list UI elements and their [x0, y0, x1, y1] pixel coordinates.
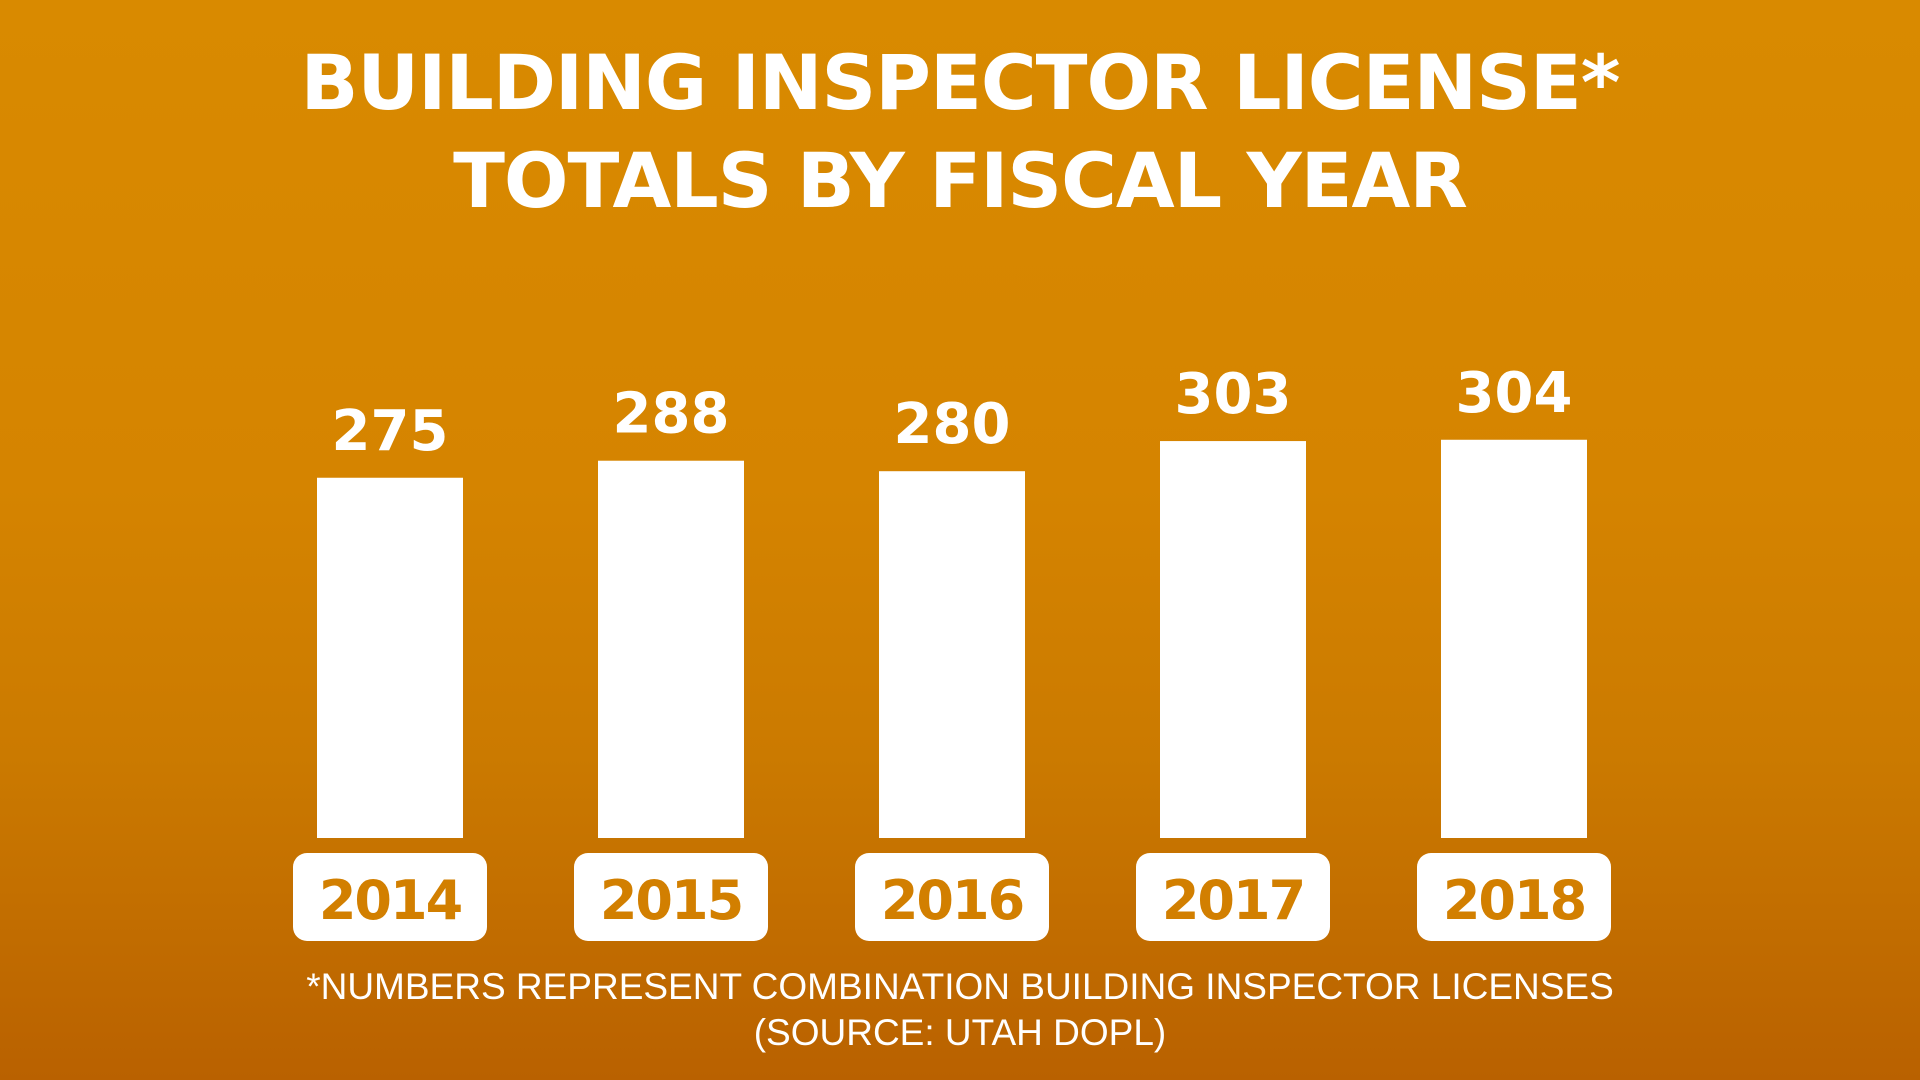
year-pill-2016: [855, 853, 1049, 941]
value-label-2014: 275: [332, 399, 449, 464]
tick-label-2016: 2016: [881, 869, 1023, 932]
chart-title: BUILDING INSPECTOR LICENSE*: [300, 38, 1621, 127]
bar-2014: [317, 477, 463, 838]
tick-label-2018: 2018: [1443, 869, 1585, 932]
tick-label-2015: 2015: [600, 869, 742, 932]
bar-2018: [1441, 439, 1587, 838]
chart-title-block: BUILDING INSPECTOR LICENSE* TOTALS BY FI…: [0, 34, 1920, 230]
tick-label-2014: 2014: [319, 869, 462, 932]
year-pill-2014: [293, 853, 487, 941]
bar-2017: [1160, 441, 1306, 838]
tick-label-2017: 2017: [1162, 869, 1304, 932]
bar-2015: [598, 460, 744, 838]
value-label-2015: 288: [613, 382, 730, 447]
chart-footnote: *NUMBERS REPRESENT COMBINATION BUILDING …: [306, 966, 1614, 1007]
year-pill-2015: [574, 853, 768, 941]
chart-footnote-block: *NUMBERS REPRESENT COMBINATION BUILDING …: [0, 964, 1920, 1056]
value-label-2018: 304: [1456, 361, 1573, 426]
chart-source: (SOURCE: UTAH DOPL): [753, 1012, 1167, 1053]
value-label-2016: 280: [894, 392, 1011, 457]
year-pill-2017: [1136, 853, 1330, 941]
value-label-2017: 303: [1175, 362, 1292, 427]
year-pill-2018: [1417, 853, 1611, 941]
bar-2016: [879, 471, 1025, 838]
chart-subtitle: TOTALS BY FISCAL YEAR: [453, 136, 1468, 225]
